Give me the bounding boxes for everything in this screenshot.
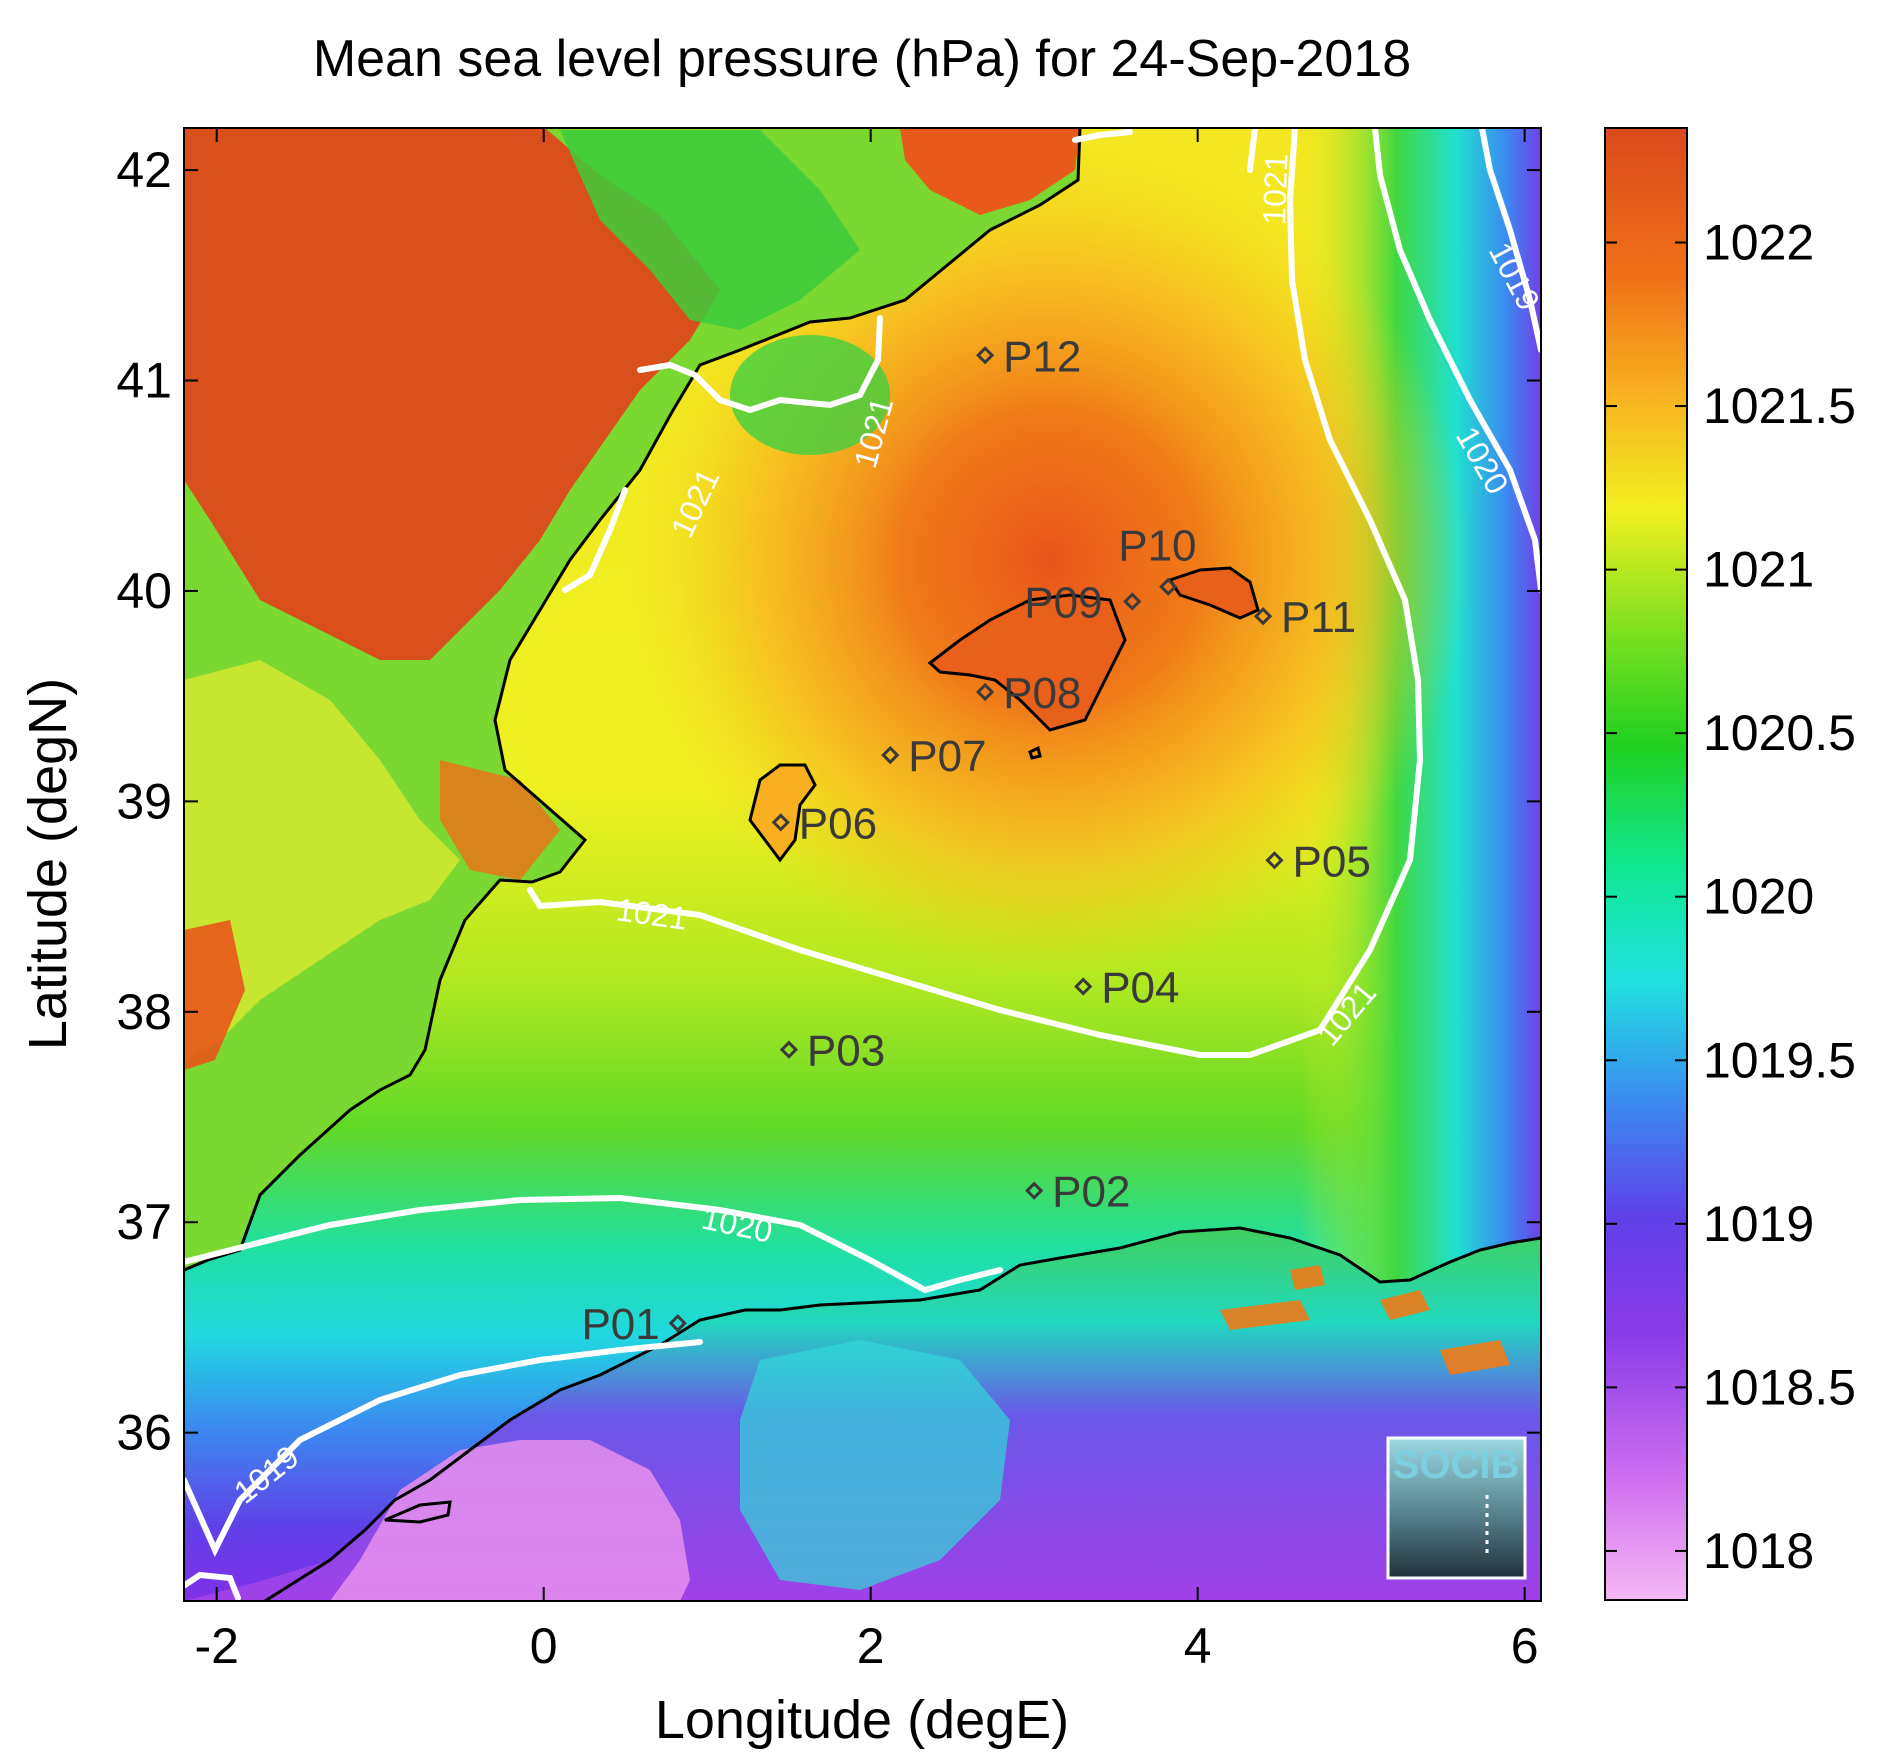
land-north-red xyxy=(900,128,1080,215)
colorbar-tick-label: 1021.5 xyxy=(1703,378,1856,434)
socib-logo-frame xyxy=(1386,1436,1527,1580)
contour-1019-north xyxy=(1479,128,1541,353)
map-plot-area: 1021 1021 1021 1021 1021 1020 1019 1020 … xyxy=(184,128,1541,1601)
station-marker-p03 xyxy=(779,1040,799,1059)
colorbar-tick-label: 1022 xyxy=(1703,214,1814,270)
socib-logo: SOCIB xyxy=(1386,1436,1527,1580)
y-tick-label: 39 xyxy=(116,773,172,829)
x-tick-label: 6 xyxy=(1511,1618,1539,1674)
ebro-delta-green xyxy=(730,335,890,455)
x-tick-label: 2 xyxy=(857,1618,885,1674)
contour-lines xyxy=(184,128,1541,1601)
colorbar-tick-label: 1019 xyxy=(1703,1196,1814,1252)
station-marker-p04 xyxy=(1074,977,1093,996)
land-yellow-patch xyxy=(184,660,460,1060)
x-axis-label: Longitude (degE) xyxy=(655,1690,1069,1750)
contour-1021-ebro xyxy=(637,315,883,414)
contour-1021-east xyxy=(527,128,1424,1058)
contour-1019-ring xyxy=(184,1571,241,1601)
station-markers: P01 P02 P03 P04 P05 P06 P07 P08 P09 P10 P11 P12 xyxy=(581,332,1370,1349)
colorbar-tick-label: 1020 xyxy=(1703,869,1814,925)
y-tick-label: 38 xyxy=(116,984,172,1040)
station-label-p08: P08 xyxy=(1003,669,1081,718)
iberia-coastline xyxy=(184,128,1082,1272)
colorbar: 1018 1018.5 1019 1019.5 1020 1020.5 1021 1021.5… xyxy=(1604,127,1856,1601)
station-label-p06: P06 xyxy=(799,799,877,848)
x-tick-label: 4 xyxy=(1184,1618,1212,1674)
mallorca-island xyxy=(927,593,1127,732)
meseta-high-pressure xyxy=(184,128,720,660)
station-label-p04: P04 xyxy=(1101,964,1179,1013)
plot-frame xyxy=(183,127,1542,1602)
cabrera-islet xyxy=(1028,745,1042,760)
contour-1020-south xyxy=(184,1194,1003,1294)
station-marker-p08 xyxy=(975,682,995,702)
station-label-p11: P11 xyxy=(1281,593,1356,642)
y-tick-label: 36 xyxy=(116,1405,172,1461)
station-marker-p12 xyxy=(975,346,995,365)
station-label-p05: P05 xyxy=(1293,837,1371,886)
land-orange-patch-2 xyxy=(184,920,245,1070)
chart-title: Mean sea level pressure (hPa) for 24-Sep… xyxy=(313,30,1411,88)
menorca-island xyxy=(1167,566,1260,620)
y-tick-label: 41 xyxy=(116,353,172,409)
y-axis-label: Latitude (degN) xyxy=(18,678,78,1050)
colorbar-tick-label: 1021 xyxy=(1703,542,1814,598)
station-marker-p09 xyxy=(1123,592,1142,611)
colorbar-tick-label: 1019.5 xyxy=(1703,1032,1856,1088)
x-axis: -2 0 2 4 6 xyxy=(194,128,1539,1674)
station-marker-p07 xyxy=(881,745,900,765)
y-axis: 36 37 38 39 40 41 42 xyxy=(116,142,1541,1461)
contour-label: 1021 xyxy=(1256,153,1294,225)
contour-1021-valencia xyxy=(562,487,628,593)
colorbar-tick-label: 1018.5 xyxy=(1703,1359,1856,1415)
colorbar-tick-label: 1018 xyxy=(1703,1523,1814,1579)
land-orange-patch xyxy=(440,760,560,880)
ibiza-island xyxy=(748,763,817,863)
y-tick-label: 40 xyxy=(116,563,172,619)
y-tick-label: 37 xyxy=(116,1194,172,1250)
coastlines xyxy=(184,128,1541,1601)
africa-orange-speckles xyxy=(1220,1265,1510,1375)
colorbar-ticks: 1018 1018.5 1019 1019.5 1020 1020.5 1021 1021.5… xyxy=(1605,214,1856,1579)
station-label-p10: P10 xyxy=(1118,522,1196,571)
station-marker-p10 xyxy=(1159,577,1178,596)
africa-cyan-patch xyxy=(740,1340,1010,1590)
x-tick-label: -2 xyxy=(194,1618,238,1674)
station-label-p07: P07 xyxy=(908,732,986,781)
x-tick-label: 0 xyxy=(530,1618,558,1674)
station-marker-p02 xyxy=(1025,1181,1044,1200)
station-marker-p05 xyxy=(1265,851,1284,870)
station-label-p02: P02 xyxy=(1052,1168,1130,1217)
socib-logo-text: SOCIB xyxy=(1393,1443,1520,1487)
station-label-p09: P09 xyxy=(1024,578,1102,627)
contour-1019-south xyxy=(184,1339,703,1558)
africa-pink-patch xyxy=(330,1440,690,1601)
station-label-p12: P12 xyxy=(1003,332,1081,381)
africa-coastline xyxy=(264,1226,1541,1601)
contour-1021-north xyxy=(1072,129,1133,143)
contour-1021-bottom-east xyxy=(1247,128,1258,173)
contour-1020-north xyxy=(1372,128,1541,593)
station-label-p03: P03 xyxy=(807,1027,885,1076)
station-marker-p01 xyxy=(668,1314,687,1333)
alboran-island xyxy=(384,1500,452,1524)
colorbar-gradient xyxy=(1604,127,1688,1601)
colorbar-tick-label: 1020.5 xyxy=(1703,705,1856,761)
station-label-p01: P01 xyxy=(581,1300,659,1349)
land-green-patch xyxy=(560,130,860,330)
y-tick-label: 42 xyxy=(116,142,172,198)
station-marker-p06 xyxy=(771,813,790,832)
station-marker-p11 xyxy=(1253,607,1273,626)
